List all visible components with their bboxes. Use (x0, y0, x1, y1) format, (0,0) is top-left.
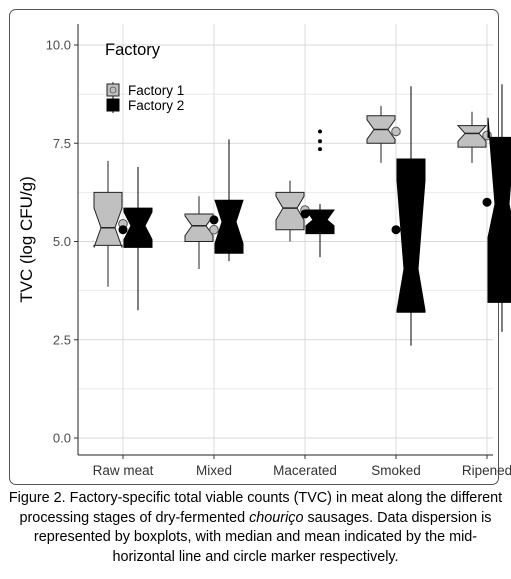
figure-caption: Figure 2. Factory-specific total viable … (4, 489, 507, 567)
x-tick-label: Macerated (273, 463, 337, 478)
box (93, 191, 123, 248)
x-tick-label: Mixed (196, 463, 232, 478)
mean-marker (118, 225, 128, 235)
box (487, 117, 511, 303)
legend-title: Factory (105, 41, 161, 59)
x-tick-label: Ripened (462, 463, 511, 478)
outlier-point (318, 129, 322, 134)
box (396, 158, 426, 313)
y-tick-label: 7.5 (53, 136, 71, 151)
legend-key-mean (109, 86, 117, 94)
x-tick-label: Smoked (371, 463, 421, 478)
caption-text-part1: Figure 2. Factory-specific total viable … (8, 490, 503, 526)
x-tick-label: Raw meat (93, 463, 154, 478)
box (184, 213, 214, 242)
box (275, 191, 305, 231)
outlier-point (318, 139, 322, 144)
box (123, 207, 153, 248)
outlier-point (318, 147, 322, 152)
box (214, 199, 244, 254)
mean-marker (209, 215, 219, 225)
mean-marker (391, 225, 401, 235)
mean-marker (482, 197, 492, 207)
legend-key-mean (109, 101, 117, 109)
legend-label: Factory 2 (128, 98, 184, 113)
y-tick-label: 2.5 (53, 332, 71, 347)
caption-text-part2: sausages. Data dispersion is represented… (33, 509, 492, 565)
y-tick-label: 10.0 (46, 38, 71, 53)
caption-italic-term: chouriço (249, 509, 304, 526)
mean-marker (300, 209, 310, 219)
box (456, 125, 488, 148)
legend-label: Factory 1 (128, 83, 184, 98)
box (305, 209, 335, 235)
y-tick-label: 0.0 (53, 431, 71, 446)
mean-marker (391, 126, 401, 137)
mean-marker (209, 224, 219, 235)
y-tick-label: 5.0 (53, 234, 71, 249)
boxplot-chart: 0.0 2.5 5.0 7.5 10.0 Raw meat Mixed Macerated Sm… (17, 24, 511, 478)
y-axis-title: TVC (log CFU/g) (17, 176, 36, 303)
